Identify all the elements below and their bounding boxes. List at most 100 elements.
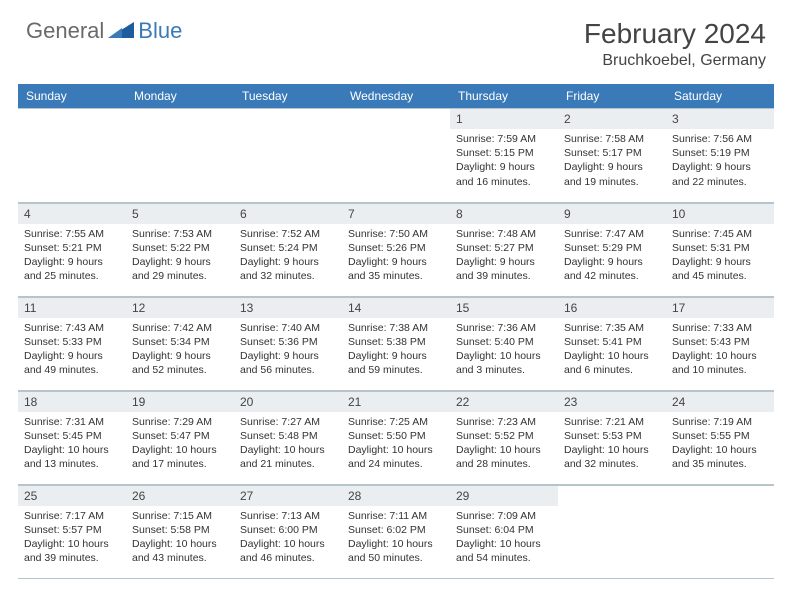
daylight-text-2: and 42 minutes. (564, 269, 660, 283)
calendar-cell: 27Sunrise: 7:13 AMSunset: 6:00 PMDayligh… (234, 484, 342, 578)
sunset-text: Sunset: 5:53 PM (564, 429, 660, 443)
day-number: 13 (234, 297, 342, 318)
daylight-text-2: and 43 minutes. (132, 551, 228, 565)
day-details: Sunrise: 7:58 AMSunset: 5:17 PMDaylight:… (558, 129, 666, 193)
calendar-cell-empty (18, 108, 126, 202)
day-number: 19 (126, 391, 234, 412)
day-details: Sunrise: 7:17 AMSunset: 5:57 PMDaylight:… (18, 506, 126, 570)
daylight-text: Daylight: 9 hours (132, 255, 228, 269)
day-number: 17 (666, 297, 774, 318)
sunset-text: Sunset: 5:41 PM (564, 335, 660, 349)
sunrise-text: Sunrise: 7:55 AM (24, 227, 120, 241)
sunrise-text: Sunrise: 7:48 AM (456, 227, 552, 241)
daylight-text-2: and 13 minutes. (24, 457, 120, 471)
day-details: Sunrise: 7:40 AMSunset: 5:36 PMDaylight:… (234, 318, 342, 382)
calendar-cell: 21Sunrise: 7:25 AMSunset: 5:50 PMDayligh… (342, 390, 450, 484)
daylight-text: Daylight: 9 hours (456, 255, 552, 269)
daylight-text-2: and 29 minutes. (132, 269, 228, 283)
daylight-text: Daylight: 9 hours (24, 255, 120, 269)
sunrise-text: Sunrise: 7:59 AM (456, 132, 552, 146)
daylight-text-2: and 59 minutes. (348, 363, 444, 377)
calendar-cell: 18Sunrise: 7:31 AMSunset: 5:45 PMDayligh… (18, 390, 126, 484)
day-details: Sunrise: 7:33 AMSunset: 5:43 PMDaylight:… (666, 318, 774, 382)
calendar-cell-empty (558, 484, 666, 578)
sunrise-text: Sunrise: 7:17 AM (24, 509, 120, 523)
sunrise-text: Sunrise: 7:42 AM (132, 321, 228, 335)
day-number: 11 (18, 297, 126, 318)
day-number: 15 (450, 297, 558, 318)
calendar-cell-empty (126, 108, 234, 202)
sunrise-text: Sunrise: 7:25 AM (348, 415, 444, 429)
calendar-cell: 19Sunrise: 7:29 AMSunset: 5:47 PMDayligh… (126, 390, 234, 484)
day-number: 12 (126, 297, 234, 318)
calendar-cell: 9Sunrise: 7:47 AMSunset: 5:29 PMDaylight… (558, 202, 666, 296)
daylight-text: Daylight: 10 hours (240, 537, 336, 551)
day-number: 22 (450, 391, 558, 412)
sunrise-text: Sunrise: 7:36 AM (456, 321, 552, 335)
sunset-text: Sunset: 5:31 PM (672, 241, 768, 255)
day-details: Sunrise: 7:23 AMSunset: 5:52 PMDaylight:… (450, 412, 558, 476)
sunrise-text: Sunrise: 7:13 AM (240, 509, 336, 523)
sunset-text: Sunset: 5:58 PM (132, 523, 228, 537)
calendar-week-row: 1Sunrise: 7:59 AMSunset: 5:15 PMDaylight… (18, 108, 774, 202)
calendar-cell: 23Sunrise: 7:21 AMSunset: 5:53 PMDayligh… (558, 390, 666, 484)
calendar-cell: 8Sunrise: 7:48 AMSunset: 5:27 PMDaylight… (450, 202, 558, 296)
sunrise-text: Sunrise: 7:21 AM (564, 415, 660, 429)
daylight-text-2: and 28 minutes. (456, 457, 552, 471)
sunset-text: Sunset: 5:19 PM (672, 146, 768, 160)
day-details: Sunrise: 7:15 AMSunset: 5:58 PMDaylight:… (126, 506, 234, 570)
day-number: 3 (666, 108, 774, 129)
day-number: 1 (450, 108, 558, 129)
day-number: 9 (558, 203, 666, 224)
calendar-body: 1Sunrise: 7:59 AMSunset: 5:15 PMDaylight… (18, 108, 774, 578)
daylight-text: Daylight: 9 hours (24, 349, 120, 363)
day-details: Sunrise: 7:42 AMSunset: 5:34 PMDaylight:… (126, 318, 234, 382)
calendar-cell: 3Sunrise: 7:56 AMSunset: 5:19 PMDaylight… (666, 108, 774, 202)
daylight-text: Daylight: 9 hours (240, 255, 336, 269)
daylight-text: Daylight: 10 hours (24, 537, 120, 551)
day-number (342, 108, 450, 129)
calendar-week-row: 4Sunrise: 7:55 AMSunset: 5:21 PMDaylight… (18, 202, 774, 296)
calendar-cell: 4Sunrise: 7:55 AMSunset: 5:21 PMDaylight… (18, 202, 126, 296)
sunset-text: Sunset: 5:50 PM (348, 429, 444, 443)
day-details: Sunrise: 7:52 AMSunset: 5:24 PMDaylight:… (234, 224, 342, 288)
dayname-header: Wednesday (342, 84, 450, 108)
calendar-week-row: 18Sunrise: 7:31 AMSunset: 5:45 PMDayligh… (18, 390, 774, 484)
sunset-text: Sunset: 5:57 PM (24, 523, 120, 537)
page-title: February 2024 (584, 18, 766, 50)
daylight-text-2: and 24 minutes. (348, 457, 444, 471)
day-number: 27 (234, 485, 342, 506)
calendar-cell: 24Sunrise: 7:19 AMSunset: 5:55 PMDayligh… (666, 390, 774, 484)
day-details: Sunrise: 7:43 AMSunset: 5:33 PMDaylight:… (18, 318, 126, 382)
day-number (666, 485, 774, 506)
daylight-text: Daylight: 9 hours (456, 160, 552, 174)
sunset-text: Sunset: 5:52 PM (456, 429, 552, 443)
daylight-text: Daylight: 10 hours (132, 537, 228, 551)
day-number: 14 (342, 297, 450, 318)
day-number (234, 108, 342, 129)
daylight-text-2: and 17 minutes. (132, 457, 228, 471)
daylight-text-2: and 54 minutes. (456, 551, 552, 565)
sunset-text: Sunset: 5:36 PM (240, 335, 336, 349)
day-details: Sunrise: 7:27 AMSunset: 5:48 PMDaylight:… (234, 412, 342, 476)
daylight-text-2: and 52 minutes. (132, 363, 228, 377)
daylight-text: Daylight: 10 hours (24, 443, 120, 457)
dayname-header: Sunday (18, 84, 126, 108)
day-number: 10 (666, 203, 774, 224)
sunrise-text: Sunrise: 7:29 AM (132, 415, 228, 429)
daylight-text: Daylight: 10 hours (132, 443, 228, 457)
logo-text-general: General (26, 18, 104, 44)
calendar-cell: 22Sunrise: 7:23 AMSunset: 5:52 PMDayligh… (450, 390, 558, 484)
day-number: 25 (18, 485, 126, 506)
calendar-cell: 17Sunrise: 7:33 AMSunset: 5:43 PMDayligh… (666, 296, 774, 390)
day-details: Sunrise: 7:19 AMSunset: 5:55 PMDaylight:… (666, 412, 774, 476)
daylight-text: Daylight: 10 hours (240, 443, 336, 457)
day-number: 16 (558, 297, 666, 318)
sunrise-text: Sunrise: 7:15 AM (132, 509, 228, 523)
daylight-text-2: and 49 minutes. (24, 363, 120, 377)
sunset-text: Sunset: 6:02 PM (348, 523, 444, 537)
daylight-text-2: and 45 minutes. (672, 269, 768, 283)
dayname-header: Tuesday (234, 84, 342, 108)
daylight-text-2: and 46 minutes. (240, 551, 336, 565)
logo: General Blue (26, 18, 182, 44)
